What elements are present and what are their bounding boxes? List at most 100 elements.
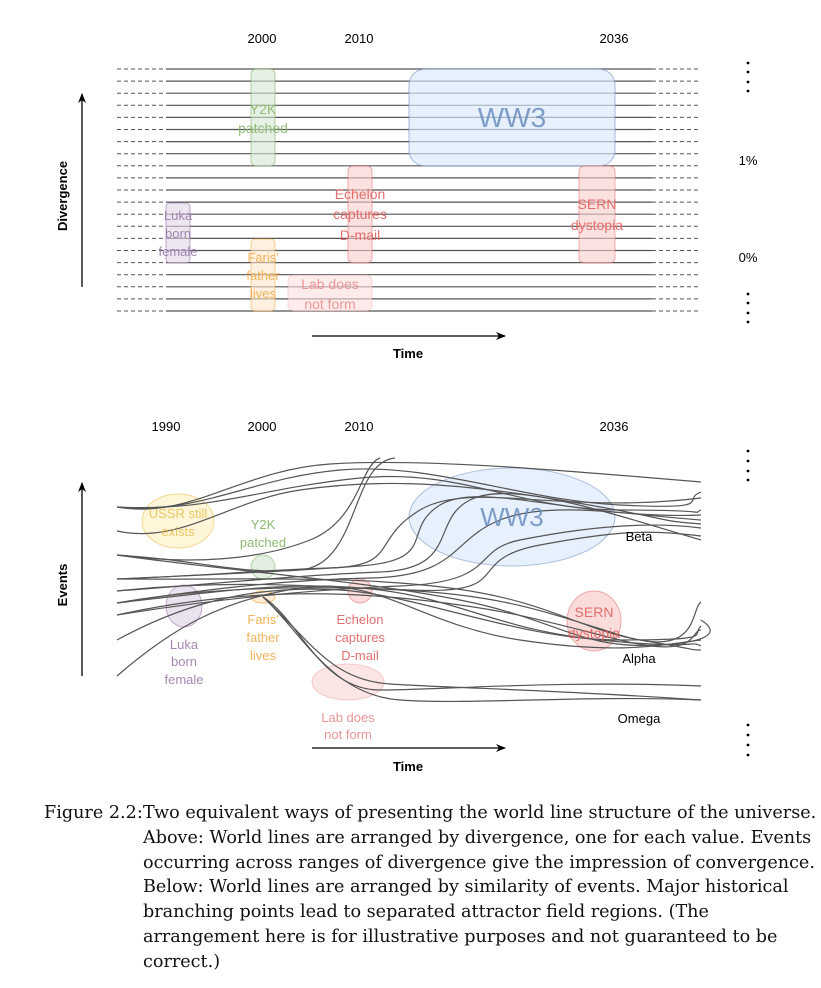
worldline-curve [116,496,702,580]
event-sern-text-1: SERN [578,196,617,212]
event-ww3: WW3 [408,68,616,167]
event-lab-text-2: not form [324,727,372,742]
caption-label: Figure 2.2: [44,803,143,823]
event-labels: USSR still exists Y2K patched WW3 Luka b… [149,502,621,742]
event-faris-text-2: father [246,268,280,283]
worldline-curve [116,482,702,535]
year-label-2010: 2010 [345,419,374,434]
event-y2k: Y2K patched [238,68,288,167]
event-sern: SERN dystopia [571,165,623,264]
bottom-ellipsis-upper [746,449,750,482]
event-sern-text-2: dystopia [571,217,623,233]
worldline-curve [116,588,702,641]
zero-percent-label: 0% [739,250,758,265]
event-luka: Luka born female [158,202,198,264]
event-luka-text-3: female [164,672,203,687]
event-y2k-ellipse [250,554,276,580]
event-ussr-ellipse [141,493,215,549]
divergence-diagram: 2000 2010 2036 Divergence Time 1% 0% Y2K… [55,31,758,361]
worldline-curve [116,585,702,677]
event-lab-box [287,274,373,312]
worldline-curve [116,583,702,643]
event-lab-text-2: not form [304,296,355,312]
top-ellipsis-lower [746,292,750,324]
event-ussr-text-2: exists [161,524,195,539]
event-luka-text-2: born [165,226,191,241]
one-percent-label: 1% [739,153,758,168]
year-label-2010: 2010 [345,31,374,46]
event-echelon-text-3: D-mail [341,648,379,663]
event-faris-text-1: Faris' [247,612,278,627]
worldline-curve [116,475,702,513]
event-echelon-text-2: captures [333,206,387,222]
worldline-curve [116,457,381,561]
caption-line: Below: World lines are arranged by simil… [143,877,789,898]
event-y2k-text-1: Y2K [251,517,276,532]
attractor-label-omega: Omega [618,711,661,726]
worldline-curve [116,524,702,616]
worldline-curve [116,496,702,580]
year-label-1990: 1990 [152,419,181,434]
event-boxes: Y2K patched WW3 Luka born female Faris' … [158,68,623,312]
worldline-curve [116,585,702,647]
top-ellipsis-upper [746,61,750,93]
worldline-curve [116,492,702,592]
caption-line: branching points lead to separated attra… [143,902,709,923]
event-y2k-text-2: patched [240,535,286,550]
event-ussr-text-1: USSR still [149,506,208,521]
event-echelon-text-1: Echelon [335,186,386,202]
event-ww3-box [408,68,616,167]
event-faris-box [250,238,276,312]
event-luka-box [165,202,191,264]
event-sern-text-2: dystopia [568,625,620,641]
event-luka-text-1: Luka [170,637,199,652]
event-faris-text-1: Faris' [247,250,278,265]
caption-line: Above: World lines are arranged by diver… [143,827,812,848]
event-lab-text-1: Lab does [301,276,359,292]
events-axis-label: Events [55,564,70,607]
event-echelon-text-2: captures [335,630,385,645]
attractor-label-alpha: Alpha [622,651,656,666]
event-faris-text-3: lives [250,648,277,663]
year-label-2000: 2000 [248,31,277,46]
event-y2k-text-2: patched [238,120,288,136]
worldline-curve [262,596,702,701]
event-echelon-text-1: Echelon [337,612,384,627]
event-faris: Faris' father lives [246,238,280,312]
event-echelon: Echelon captures D-mail [333,165,387,264]
worldline-curve [262,596,702,703]
event-faris-text-2: father [246,630,280,645]
worldline-curve [116,578,702,651]
event-y2k-text-1: Y2K [250,101,277,117]
year-label-2036: 2036 [600,31,629,46]
caption-line: occurring across ranges of divergence gi… [143,852,815,873]
caption-line: Two equivalent ways of presenting the wo… [143,803,817,823]
time-axis-label: Time [393,759,423,774]
events-diagram: 1990 2000 2010 2036 USSR still exists Y2… [55,419,750,774]
event-luka-text-1: Luka [164,208,193,223]
worldline-curve [116,509,702,604]
event-lab: Lab does not form [287,274,373,312]
worldline-flows [116,457,711,703]
worldline-curve [116,461,702,510]
event-lab-text-1: Lab does [321,710,375,725]
event-sern-text-1: SERN [575,604,614,620]
event-echelon-box [347,165,373,264]
worldline-curve [116,468,702,509]
caption-body: Two equivalent ways of presenting the wo… [143,801,817,975]
event-luka-text-2: born [171,654,197,669]
worldline-curve [116,554,711,647]
bottom-ellipsis-lower [746,723,750,757]
year-label-2000: 2000 [248,419,277,434]
event-echelon-text-3: D-mail [340,227,380,243]
divergence-axis-label: Divergence [55,161,70,231]
event-ww3-text: WW3 [478,102,546,133]
time-axis-label: Time [393,346,423,361]
figure-canvas: 2000 2010 2036 Divergence Time 1% 0% Y2K… [55,31,758,774]
event-sern-box [578,165,616,264]
caption-line: correct.) [143,951,221,972]
event-luka-text-3: female [158,244,197,259]
figure-caption: Figure 2.2: Two equivalent ways of prese… [44,801,817,975]
event-faris-text-3: lives [250,286,277,301]
caption-line: arrangement here is for illustrative pur… [143,926,778,947]
